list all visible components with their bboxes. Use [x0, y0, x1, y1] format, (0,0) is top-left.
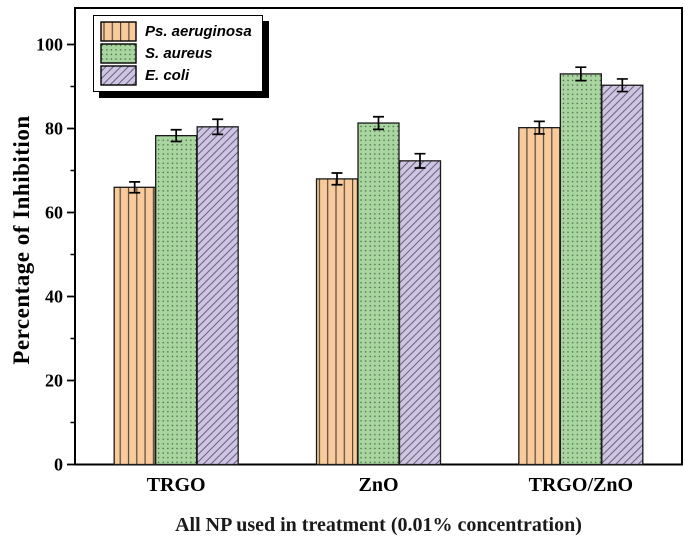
y-axis-title: Percentage of Inhibition: [9, 115, 34, 365]
bar: [518, 127, 561, 466]
error-bar: [129, 180, 141, 194]
error-bar: [170, 128, 182, 143]
legend: Ps. aeruginosa S. aureus E. coli: [93, 15, 263, 92]
x-tick-label: TRGO: [147, 474, 206, 496]
legend-item: Ps. aeruginosa: [100, 21, 252, 42]
bar: [357, 122, 400, 466]
error-bar: [533, 120, 545, 135]
legend-label: E. coli: [145, 67, 190, 84]
y-tick-label: 40: [45, 287, 63, 307]
bar: [398, 160, 442, 466]
y-tick-label: 100: [36, 35, 63, 55]
x-tick-label: ZnO: [358, 474, 398, 496]
bar: [315, 178, 359, 466]
legend-swatch-dots: [100, 43, 137, 64]
bar-group-trgo-zno: [601, 78, 644, 466]
error-bar: [331, 172, 343, 186]
bar-group-zno: [398, 152, 442, 466]
error-bar: [373, 115, 384, 131]
bar: [196, 126, 239, 466]
bar-group-zno: [315, 172, 359, 466]
bar-group-trgo-zno: [559, 66, 602, 466]
bar-group-trgo: [155, 128, 198, 466]
y-axis: 0 20 40 60 80 100: [36, 35, 75, 475]
y-tick-label: 60: [45, 203, 63, 223]
bar-group-trgo: [196, 118, 239, 466]
y-tick-label: 0: [54, 455, 63, 475]
legend-swatch-vertical-lines: [100, 21, 137, 42]
legend-label: S. aureus: [145, 45, 213, 62]
error-bar: [616, 78, 628, 93]
x-tick-label: TRGO/ZnO: [529, 474, 633, 496]
bar-group-trgo: [113, 180, 156, 466]
error-bar: [575, 66, 587, 82]
legend-label: Ps. aeruginosa: [145, 23, 252, 40]
legend-swatch-diagonal-lines: [100, 65, 137, 86]
bar: [113, 186, 156, 466]
bar-group-trgo-zno: [518, 120, 561, 466]
bar: [155, 134, 198, 466]
error-bar: [414, 152, 426, 169]
bar: [559, 73, 602, 466]
bar-group-zno: [357, 115, 400, 466]
bar: [601, 84, 644, 466]
y-tick-label: 20: [45, 371, 63, 391]
y-tick-label: 80: [45, 119, 63, 139]
legend-item: E. coli: [100, 65, 252, 86]
legend-item: S. aureus: [100, 43, 252, 64]
error-bar: [212, 118, 224, 136]
x-axis-title: All NP used in treatment (0.01% concentr…: [175, 514, 582, 536]
